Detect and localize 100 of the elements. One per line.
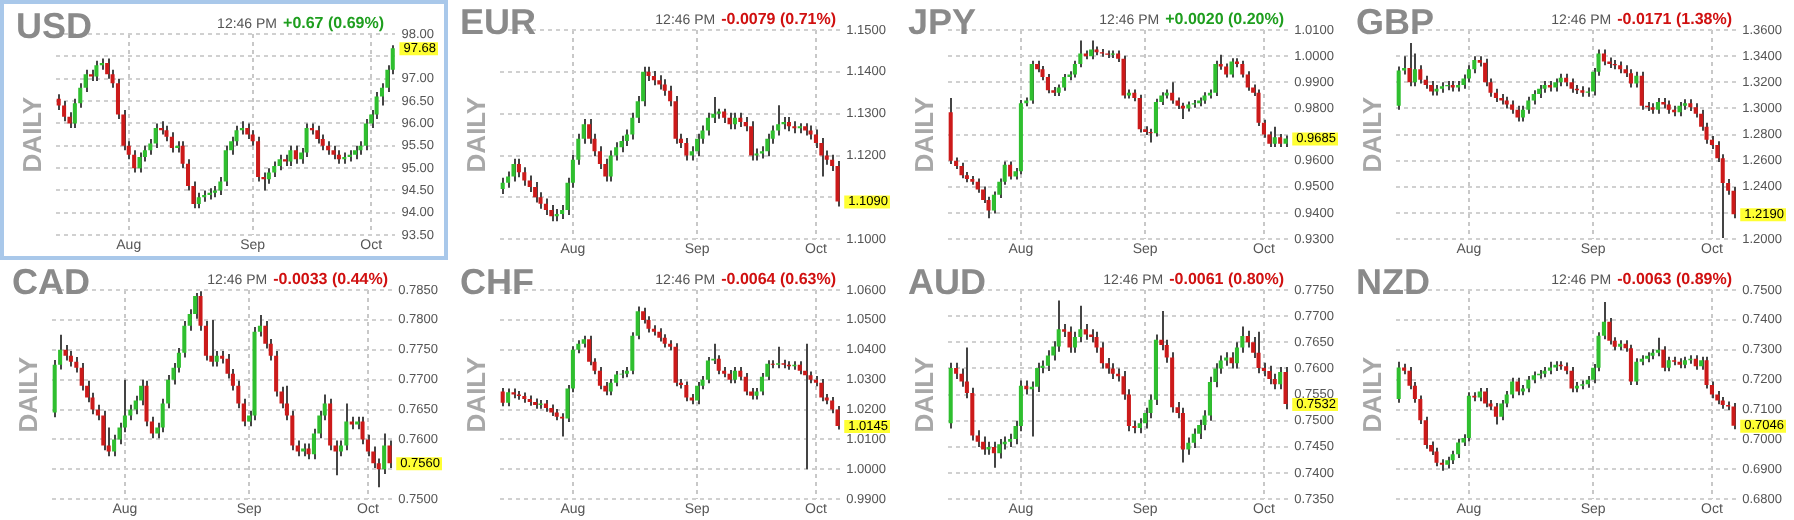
candlestick <box>1466 391 1471 443</box>
candlestick <box>1056 299 1061 353</box>
candlestick <box>1628 68 1633 89</box>
candlestick <box>1229 57 1234 79</box>
candlestick <box>1045 349 1050 373</box>
y-axis-title: DAILY <box>461 356 492 433</box>
candlestick <box>1278 365 1283 391</box>
candlestick <box>597 366 602 391</box>
candlestick <box>835 404 840 431</box>
candlestick <box>1256 330 1261 375</box>
candlestick <box>1569 366 1574 394</box>
candlestick <box>522 166 527 187</box>
candlestick <box>1661 345 1666 373</box>
candlestick <box>608 149 613 183</box>
candlestick <box>1121 54 1126 100</box>
candlestick <box>1180 406 1185 464</box>
candlestick <box>1407 42 1412 88</box>
candlestick <box>835 159 840 208</box>
y-axis-title: DAILY <box>13 356 44 433</box>
candlestick <box>304 122 309 158</box>
candlestick <box>1655 336 1660 358</box>
candlestick <box>1639 70 1644 111</box>
candlestick <box>819 378 824 403</box>
candlestick <box>511 157 516 183</box>
candlestick <box>137 151 142 174</box>
candlestick <box>1153 97 1158 138</box>
candlestick <box>991 440 996 469</box>
y-axis-title: DAILY <box>909 356 940 433</box>
candlestick <box>363 117 368 152</box>
candlestick <box>684 380 689 403</box>
candlestick <box>1191 427 1196 449</box>
candlestick <box>587 334 592 367</box>
text: -0.0064 (0.63%) <box>721 270 836 288</box>
candlestick <box>1634 357 1639 387</box>
candlestick <box>223 144 228 188</box>
candlestick <box>684 136 689 162</box>
candlestick <box>1213 59 1218 97</box>
candlestick <box>516 157 521 179</box>
candlestick <box>1628 343 1633 387</box>
candlestick <box>776 345 781 370</box>
candlestick <box>112 433 117 458</box>
candlestick <box>673 342 678 388</box>
text: -0.0063 (0.89%) <box>1617 270 1732 288</box>
candlestick <box>374 91 379 120</box>
y-axis-title: DAILY <box>461 96 492 173</box>
candlestick <box>1029 59 1034 105</box>
candlestick <box>759 372 764 397</box>
text: -0.0061 (0.80%) <box>1169 270 1284 288</box>
candlestick <box>79 361 84 392</box>
candlestick <box>105 57 110 80</box>
text: -0.0033 (0.44%) <box>273 270 388 288</box>
candlestick <box>1493 401 1498 426</box>
candlestick <box>1499 93 1504 106</box>
candlestick <box>705 355 710 385</box>
candlestick <box>62 100 67 123</box>
candlestick <box>695 132 700 158</box>
candlestick <box>1283 365 1288 411</box>
chart-title: JPY <box>908 2 977 44</box>
candlestick <box>1008 160 1013 181</box>
candlestick <box>169 131 174 154</box>
candlestick <box>1207 375 1212 422</box>
y-axis-title: DAILY <box>909 96 940 173</box>
candlestick <box>1456 437 1461 459</box>
text: -0.0079 (0.71%) <box>721 10 836 28</box>
candlestick <box>1267 364 1272 386</box>
text: +0.0020 (0.20%) <box>1165 10 1284 28</box>
candlestick <box>132 149 137 174</box>
candlestick <box>1607 56 1612 69</box>
candlestick <box>533 397 538 410</box>
chart-title: CAD <box>12 262 90 304</box>
candlestick <box>1396 360 1401 404</box>
candlestick <box>256 135 261 183</box>
candlestick <box>1045 72 1050 95</box>
candlestick <box>1197 418 1202 441</box>
candlestick <box>813 128 818 149</box>
candlestick <box>387 439 392 470</box>
chart-title: EUR <box>460 2 537 44</box>
candlestick <box>533 180 538 204</box>
candlestick <box>153 122 158 150</box>
y-axis-title: DAILY <box>17 96 48 173</box>
candlestick <box>776 104 781 137</box>
candlestick <box>743 372 748 397</box>
chart-title: GBP <box>1356 2 1435 44</box>
candlestick <box>981 435 986 456</box>
candlestick <box>1418 64 1423 85</box>
candlestick <box>344 402 349 452</box>
candlestick <box>819 136 824 178</box>
text: -0.0171 (1.38%) <box>1617 10 1732 28</box>
candlestick <box>1499 398 1504 422</box>
candlestick <box>209 318 214 368</box>
chart-title: NZD <box>1356 262 1430 304</box>
candlestick <box>991 190 996 215</box>
candlestick <box>500 387 505 408</box>
chart-title: USD <box>16 6 93 48</box>
candlestick <box>997 438 1002 460</box>
candlestick <box>1170 81 1175 105</box>
candlestick <box>1731 401 1736 431</box>
y-axis-title: DAILY <box>1357 356 1388 433</box>
candlestick <box>1089 39 1094 61</box>
candlestick <box>1483 387 1488 409</box>
